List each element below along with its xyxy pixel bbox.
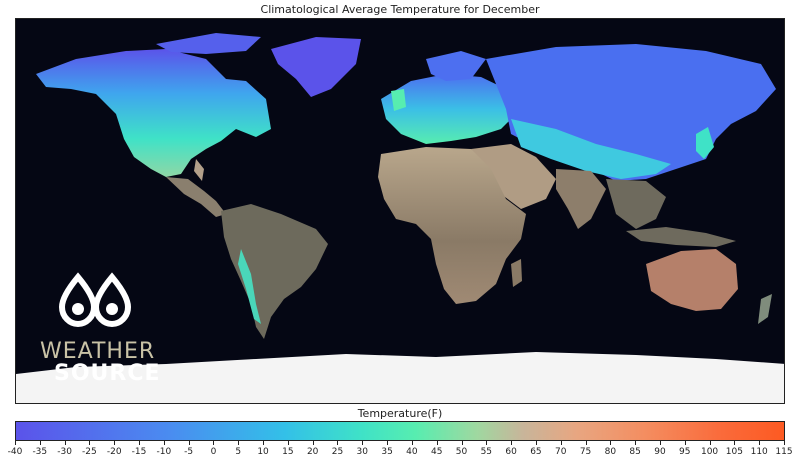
colorbar-tick-label: 95 xyxy=(679,447,691,457)
colorbar-tick-mark xyxy=(163,441,165,445)
indonesia xyxy=(626,227,736,247)
japan xyxy=(696,127,714,159)
colorbar-label: Temperature(F) xyxy=(357,407,443,420)
colorbar-tick-mark xyxy=(511,441,513,445)
colorbar-tick-mark xyxy=(560,441,562,445)
europe xyxy=(381,74,516,144)
colorbar-tick-mark xyxy=(486,441,488,445)
colorbar-tick-mark xyxy=(362,441,364,445)
temperature-colorbar xyxy=(15,421,785,441)
colorbar-tick-label: -15 xyxy=(131,447,147,457)
antarctica xyxy=(16,352,784,403)
india xyxy=(556,169,606,229)
colorbar-tick-label: -30 xyxy=(57,447,72,457)
temperature-map: WEATHER SOURCE xyxy=(15,18,785,404)
colorbar-tick-mark xyxy=(734,441,736,445)
south-america xyxy=(221,204,328,339)
colorbar-tick-mark xyxy=(659,441,661,445)
colorbar-tick-mark xyxy=(784,441,785,445)
colorbar-tick-mark xyxy=(89,441,91,445)
colorbar-tick-label: 55 xyxy=(480,447,493,457)
colorbar-tick-mark xyxy=(709,441,711,445)
colorbar-tick-label: 50 xyxy=(455,447,468,457)
colorbar-tick-label: 100 xyxy=(700,447,719,457)
madagascar xyxy=(511,259,522,287)
arctic-islands xyxy=(156,33,261,54)
colorbar-tick-mark xyxy=(585,441,587,445)
colorbar-tick-label: 45 xyxy=(430,447,443,457)
colorbar-tick-label: 70 xyxy=(555,447,567,457)
colorbar-ticks: -40 -35 -30 -25 -20 -15 -10 -5 0 5 10 15 20 25 30 35 40 4… xyxy=(8,441,793,463)
weather-source-logo: WEATHER SOURCE xyxy=(38,269,168,386)
central-america xyxy=(166,177,226,217)
colorbar-tick-mark xyxy=(635,441,637,445)
colorbar-tick-mark xyxy=(64,441,66,445)
colorbar-tick-mark xyxy=(461,441,463,445)
colorbar-tick-label: 5 xyxy=(235,447,242,457)
colorbar-tick-label: -35 xyxy=(32,447,48,457)
colorbar-tick-mark xyxy=(188,441,190,445)
colorbar-tick-mark xyxy=(238,441,240,445)
colorbar-tick-mark xyxy=(39,441,41,445)
colorbar-tick-mark xyxy=(337,441,339,445)
colorbar-tick-mark xyxy=(139,441,141,445)
colorbar-tick-mark xyxy=(213,441,215,445)
colorbar-tick-label: 20 xyxy=(306,447,319,457)
map-title: Climatological Average Temperature for D… xyxy=(260,3,540,16)
colorbar-tick-mark xyxy=(684,441,686,445)
south-america-west-coast xyxy=(238,249,261,324)
colorbar-tick-label: 0 xyxy=(210,447,217,457)
colorbar-tick-label: -5 xyxy=(184,447,194,457)
greenland xyxy=(271,37,361,97)
colorbar-tick-mark xyxy=(535,441,537,445)
colorbar-tick-label: -25 xyxy=(82,447,97,457)
colorbar-tick-label: 80 xyxy=(604,447,617,457)
australia xyxy=(646,249,738,311)
colorbar-tick-mark xyxy=(436,441,438,445)
colorbar-tick-label: 85 xyxy=(629,447,641,457)
colorbar-tick-label: -20 xyxy=(106,447,122,457)
colorbar-tick-mark xyxy=(15,441,16,445)
colorbar-tick-label: -10 xyxy=(156,447,172,457)
logo-text-source: SOURCE xyxy=(54,361,161,386)
colorbar-tick-label: 75 xyxy=(579,447,592,457)
colorbar-tick-mark xyxy=(759,441,761,445)
colorbar-tick-mark xyxy=(114,441,116,445)
north-america xyxy=(36,49,271,177)
colorbar-tick-mark xyxy=(287,441,289,445)
colorbar-tick-label: 10 xyxy=(257,447,269,457)
colorbar-tick-label: 35 xyxy=(381,447,393,457)
world-map xyxy=(16,33,784,403)
colorbar-tick-mark xyxy=(312,441,314,445)
weather-source-logo-icon xyxy=(58,272,132,328)
southeast-asia xyxy=(606,179,666,229)
colorbar-tick-label: 60 xyxy=(505,447,517,457)
florida xyxy=(194,159,204,181)
new-zealand xyxy=(758,294,772,324)
colorbar-tick-label: -40 xyxy=(7,447,23,457)
colorbar-tick-label: 110 xyxy=(750,447,768,457)
colorbar-tick-label: 40 xyxy=(406,447,418,457)
colorbar-tick-label: 65 xyxy=(530,447,542,457)
colorbar-tick-label: 15 xyxy=(282,447,294,457)
colorbar-tick-mark xyxy=(411,441,413,445)
colorbar-tick-label: 105 xyxy=(725,447,743,457)
colorbar-tick-mark xyxy=(610,441,612,445)
africa xyxy=(378,147,526,304)
colorbar-tick-label: 30 xyxy=(356,447,368,457)
colorbar-tick-mark xyxy=(387,441,389,445)
central-asia xyxy=(511,119,671,179)
logo-text-weather: WEATHER xyxy=(40,339,156,364)
scandinavia xyxy=(426,51,486,81)
colorbar-tick-mark xyxy=(263,441,265,445)
colorbar-tick-label: 90 xyxy=(654,447,666,457)
middle-east xyxy=(471,144,556,209)
british-isles xyxy=(391,89,406,111)
colorbar-tick-label: 25 xyxy=(331,447,344,457)
colorbar-tick-label: 115 xyxy=(775,447,793,457)
